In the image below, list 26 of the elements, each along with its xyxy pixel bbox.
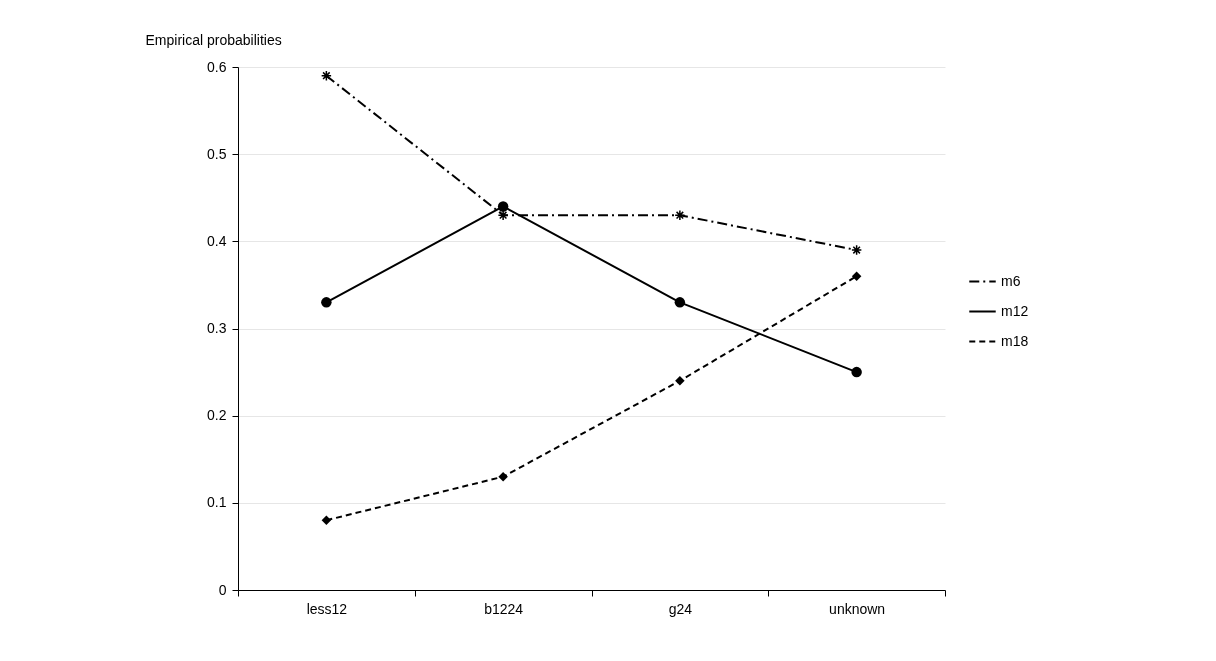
point [851, 366, 862, 378]
legend-label: m18 [1001, 332, 1029, 349]
y-tick-label: 0.1 [207, 494, 227, 511]
x-tick-label: g24 [668, 600, 693, 617]
legend-label: m12 [1001, 302, 1029, 319]
point [321, 297, 332, 308]
point [675, 376, 685, 386]
point [321, 515, 332, 526]
x-tick-label: b1224 [484, 600, 524, 617]
x-tick-label: less12 [306, 600, 348, 617]
point [851, 271, 862, 281]
x-tick-label: unknown [829, 600, 886, 617]
point [498, 471, 508, 482]
point [497, 201, 509, 212]
y-tick-label: 0.5 [207, 145, 227, 162]
y-tick-label: 0.6 [207, 58, 227, 75]
point [674, 209, 686, 221]
y-tick-label: 0.4 [207, 232, 227, 249]
y-tick-label: 0 [218, 581, 227, 598]
point [851, 244, 863, 256]
y-tick-label: 0.3 [207, 320, 227, 336]
point [320, 70, 332, 82]
y-tick-label: 0.2 [207, 407, 227, 424]
point [674, 297, 686, 308]
y-axis-title: Empirical probabilities [145, 31, 282, 48]
legend-label: m6 [1001, 272, 1021, 289]
